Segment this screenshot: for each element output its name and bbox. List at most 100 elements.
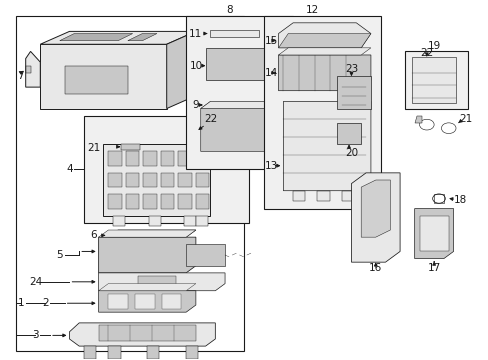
Polygon shape [69, 323, 215, 346]
Circle shape [174, 77, 188, 88]
Polygon shape [108, 230, 196, 237]
Bar [186, 244, 224, 266]
Bar [264, 16, 380, 208]
Text: 12: 12 [305, 5, 319, 15]
Circle shape [419, 119, 433, 130]
Bar [108, 173, 122, 187]
Text: 21: 21 [87, 143, 100, 153]
Circle shape [251, 56, 272, 72]
Bar [419, 216, 448, 251]
Bar [99, 325, 196, 341]
Polygon shape [99, 273, 224, 291]
Bar [292, 191, 305, 202]
Bar [108, 152, 122, 166]
Text: 9: 9 [192, 100, 199, 110]
Bar [336, 123, 361, 144]
Text: 21: 21 [458, 114, 471, 124]
Text: 5: 5 [56, 250, 63, 260]
Bar [186, 16, 292, 169]
Bar [143, 194, 157, 208]
Text: 16: 16 [368, 262, 382, 273]
Bar [196, 173, 209, 187]
Bar [196, 216, 207, 226]
Bar [205, 48, 283, 80]
Polygon shape [283, 102, 370, 191]
Text: 13: 13 [264, 161, 277, 171]
Polygon shape [99, 237, 196, 273]
Text: 22: 22 [419, 48, 432, 58]
Text: 7: 7 [18, 71, 24, 81]
Bar [161, 152, 174, 166]
Bar [196, 152, 209, 166]
Text: 18: 18 [453, 195, 467, 204]
Bar [120, 144, 140, 150]
Text: 2: 2 [42, 298, 48, 308]
Polygon shape [40, 31, 196, 44]
Bar [103, 144, 210, 216]
Bar [125, 152, 139, 166]
Bar [183, 216, 196, 226]
Text: 6: 6 [90, 230, 97, 240]
Bar [64, 66, 127, 94]
Bar [113, 216, 125, 226]
Polygon shape [186, 346, 198, 359]
Bar [137, 276, 176, 287]
Bar [317, 191, 329, 202]
Bar [84, 116, 249, 223]
Bar [178, 173, 192, 187]
Circle shape [432, 194, 445, 203]
Circle shape [216, 56, 237, 72]
Text: 19: 19 [427, 41, 440, 51]
Text: 1: 1 [18, 298, 24, 308]
Polygon shape [60, 33, 132, 41]
Bar [161, 194, 174, 208]
Bar [108, 194, 122, 208]
Bar [162, 294, 181, 309]
Text: 14: 14 [264, 68, 277, 78]
Bar [161, 173, 174, 187]
Polygon shape [40, 44, 166, 109]
Bar [16, 16, 244, 351]
Circle shape [441, 123, 455, 134]
Polygon shape [201, 102, 283, 109]
Polygon shape [147, 346, 159, 359]
Bar [148, 216, 161, 226]
Polygon shape [361, 180, 389, 237]
Polygon shape [127, 33, 157, 41]
Text: 24: 24 [29, 277, 42, 287]
Polygon shape [278, 48, 370, 55]
Bar [336, 76, 370, 109]
Text: 4: 4 [66, 164, 73, 174]
Polygon shape [351, 173, 399, 262]
Polygon shape [278, 23, 370, 48]
Polygon shape [99, 230, 196, 237]
Bar [143, 173, 157, 187]
Text: 17: 17 [427, 262, 440, 273]
Bar [125, 173, 139, 187]
Bar [411, 57, 455, 103]
Polygon shape [108, 346, 120, 359]
Text: 11: 11 [189, 28, 202, 39]
Polygon shape [414, 116, 421, 123]
Bar [178, 152, 192, 166]
Polygon shape [84, 346, 96, 359]
Bar [178, 194, 192, 208]
Bar [341, 191, 353, 202]
Bar [196, 194, 209, 208]
Polygon shape [26, 51, 40, 87]
Text: 23: 23 [344, 64, 357, 74]
Bar [108, 294, 127, 309]
Text: 15: 15 [264, 36, 277, 46]
Circle shape [340, 127, 357, 140]
Bar [135, 294, 154, 309]
Polygon shape [99, 284, 196, 291]
Polygon shape [166, 31, 196, 109]
Text: 20: 20 [344, 148, 357, 158]
Text: 8: 8 [226, 5, 233, 15]
Text: 22: 22 [203, 114, 217, 124]
Bar [125, 194, 139, 208]
Circle shape [265, 29, 277, 38]
Text: 10: 10 [189, 61, 202, 71]
Polygon shape [278, 33, 370, 48]
Bar [404, 51, 467, 109]
